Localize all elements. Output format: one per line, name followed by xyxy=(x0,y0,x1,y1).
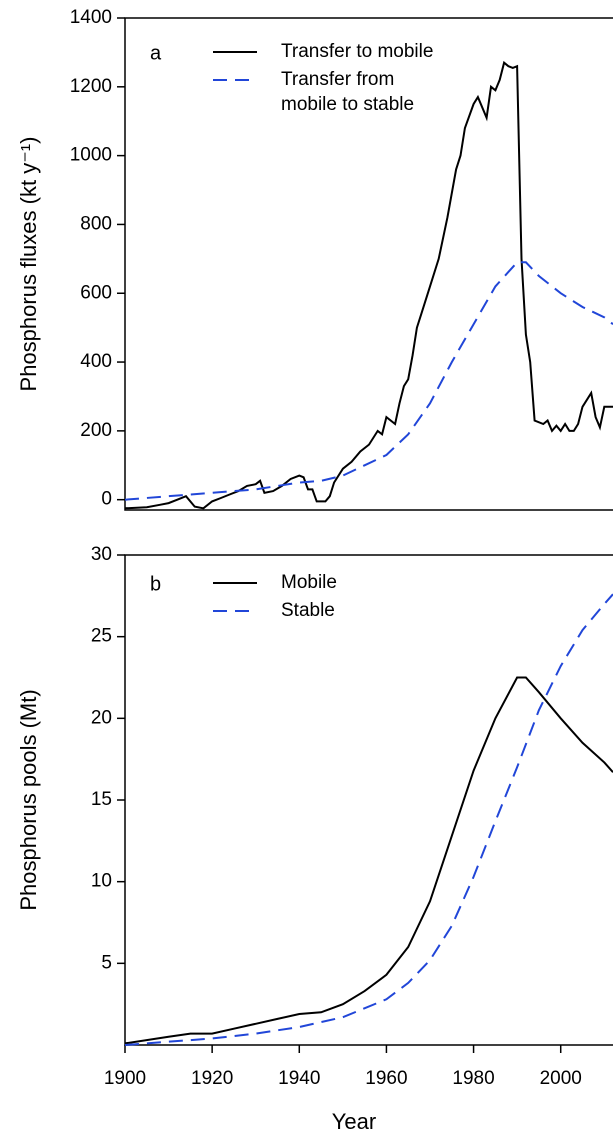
y-axis-title: Phosphorus fluxes (kt y⁻¹) xyxy=(16,137,41,392)
legend-entry: Transfer to mobile xyxy=(281,41,434,62)
y-axis-title: Phosphorus pools (Mt) xyxy=(16,689,41,910)
x-tick-label: 1900 xyxy=(104,1068,146,1089)
axis-frame xyxy=(124,17,613,511)
y-tick-label: 1400 xyxy=(70,7,112,28)
y-tick-label: 400 xyxy=(80,351,112,372)
legend-label: Transfer from mobile to stable xyxy=(281,69,415,115)
panel-label: b xyxy=(150,573,161,595)
legend-entry: Stable xyxy=(281,600,335,621)
x-tick-label: 1920 xyxy=(191,1068,233,1089)
y-tick-label: 15 xyxy=(91,789,112,810)
series-line xyxy=(124,676,613,1045)
y-tick-label: 1000 xyxy=(70,145,112,166)
x-axis-title: Year xyxy=(332,1109,376,1134)
panel-label: a xyxy=(150,42,162,64)
y-tick-label: 5 xyxy=(101,952,112,973)
y-tick-label: 600 xyxy=(80,282,112,303)
legend-entry: Transfer from mobile to stable xyxy=(281,69,415,115)
x-tick-label: 1980 xyxy=(452,1068,494,1089)
legend-label: Transfer to mobile xyxy=(281,41,434,62)
y-tick-label: 10 xyxy=(91,871,112,892)
x-tick-label: 1960 xyxy=(365,1068,407,1089)
series-line xyxy=(124,261,613,501)
y-tick-label: 200 xyxy=(80,420,112,441)
y-tick-label: 800 xyxy=(80,213,112,234)
y-tick-label: 20 xyxy=(91,707,112,728)
x-tick-label: 1940 xyxy=(278,1068,320,1089)
y-tick-label: 0 xyxy=(101,489,112,510)
legend-label: Stable xyxy=(281,600,335,621)
y-tick-label: 30 xyxy=(91,544,112,565)
x-tick-label: 2000 xyxy=(540,1068,582,1089)
series-line xyxy=(124,60,613,510)
series-line xyxy=(124,593,613,1046)
legend-label: Mobile xyxy=(281,572,337,593)
y-tick-label: 1200 xyxy=(70,76,112,97)
legend-entry: Mobile xyxy=(281,572,337,593)
y-tick-label: 25 xyxy=(91,626,112,647)
